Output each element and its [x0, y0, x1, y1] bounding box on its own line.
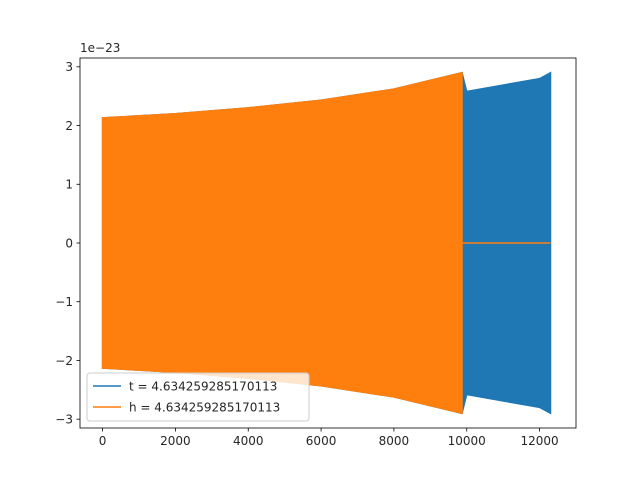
x-tick-label: 0 — [99, 434, 107, 448]
x-tick-label: 6000 — [306, 434, 337, 448]
legend-label: t = 4.634259285170113 — [129, 379, 277, 393]
plot-area — [101, 71, 552, 415]
y-tick-label: 0 — [65, 236, 73, 250]
y-axis: −3 −2 −1 0 1 2 3 — [55, 60, 80, 426]
x-tick-label: 12000 — [520, 434, 558, 448]
y-tick-label: 1 — [65, 178, 73, 192]
legend: t = 4.634259285170113 h = 4.6342592851701… — [86, 372, 310, 422]
x-tick-label: 8000 — [379, 434, 410, 448]
legend-label: h = 4.634259285170113 — [129, 400, 280, 414]
y-tick-label: −3 — [55, 412, 73, 426]
x-axis: 0 2000 4000 6000 8000 10000 12000 — [99, 428, 559, 448]
x-tick-label: 2000 — [160, 434, 191, 448]
series-band — [101, 71, 463, 415]
y-tick-label: −2 — [55, 354, 73, 368]
y-tick-label: −1 — [55, 295, 73, 309]
x-tick-label: 10000 — [448, 434, 486, 448]
x-tick-label: 4000 — [233, 434, 264, 448]
scale-label: 1e−23 — [80, 41, 120, 55]
y-tick-label: 2 — [65, 119, 73, 133]
y-tick-label: 3 — [65, 60, 73, 74]
legend-box — [86, 372, 310, 422]
series-h — [101, 71, 551, 415]
